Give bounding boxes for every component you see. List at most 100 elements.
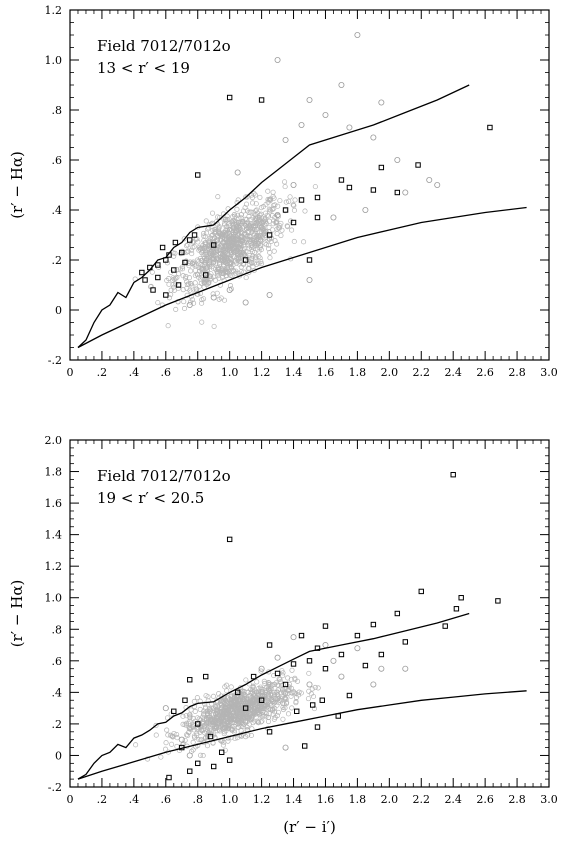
cloud-point xyxy=(186,263,192,269)
cloud-point xyxy=(288,218,294,224)
cloud-point xyxy=(183,273,189,279)
cloud-point xyxy=(205,732,211,738)
cloud-point xyxy=(248,732,254,738)
x-tick-label: 3.0 xyxy=(540,366,558,379)
cloud-point xyxy=(271,205,277,211)
cloud-point xyxy=(253,215,259,221)
cloud-point xyxy=(215,719,221,726)
cloud-point xyxy=(218,256,224,262)
x-tick-label: 1.0 xyxy=(221,793,239,806)
cloud-point xyxy=(216,223,222,230)
cloud-point xyxy=(243,275,249,281)
cloud-point xyxy=(238,212,244,218)
grey-point xyxy=(338,82,345,89)
cloud-point xyxy=(236,219,242,225)
grey-point xyxy=(242,299,249,306)
cloud-point xyxy=(222,725,228,731)
cloud-point xyxy=(232,213,238,219)
square-point xyxy=(211,242,217,248)
cloud-point xyxy=(266,242,272,248)
cloud-point xyxy=(162,746,169,752)
cloud-point xyxy=(204,734,211,740)
cloud-point xyxy=(206,239,212,245)
cloud-point xyxy=(258,211,264,217)
grey-point xyxy=(178,736,185,743)
square-point xyxy=(314,645,321,651)
cloud-point xyxy=(215,265,222,271)
cloud-point xyxy=(232,735,238,742)
square-point xyxy=(394,189,401,196)
cloud-point xyxy=(251,267,257,273)
x-tick-label: 3.0 xyxy=(540,793,558,806)
cloud-point xyxy=(279,668,285,674)
square-point xyxy=(266,642,273,648)
cloud-point xyxy=(214,290,220,296)
cloud-point xyxy=(259,692,265,698)
cloud-point xyxy=(292,677,298,683)
cloud-point xyxy=(282,179,288,185)
cloud-point xyxy=(171,287,177,293)
square-point xyxy=(314,724,321,730)
cloud-point xyxy=(206,706,213,712)
cloud-point xyxy=(277,676,283,682)
square-point xyxy=(187,237,193,243)
cloud-point xyxy=(256,260,262,266)
cloud-point xyxy=(223,229,229,235)
cloud-point xyxy=(223,216,229,222)
square-point xyxy=(155,262,161,268)
cloud-point xyxy=(182,305,188,311)
cloud-point xyxy=(260,704,267,711)
cloud-point xyxy=(257,243,263,249)
cloud-point xyxy=(253,207,260,213)
grey-point xyxy=(282,744,289,751)
cloud-point xyxy=(252,192,258,198)
cloud-point xyxy=(187,718,193,724)
grey-point xyxy=(370,134,377,141)
cloud-point xyxy=(204,254,210,260)
cloud-point xyxy=(198,737,205,743)
cloud-point xyxy=(169,741,175,747)
cloud-point xyxy=(204,721,210,727)
x-tick-label: 2.0 xyxy=(381,793,399,806)
cloud-point xyxy=(153,722,159,728)
cloud-point xyxy=(207,250,214,256)
cloud-point xyxy=(257,713,263,719)
cloud-point xyxy=(220,269,227,275)
cloud-point xyxy=(198,725,204,731)
cloud-point xyxy=(274,692,280,698)
cloud-point xyxy=(238,719,244,725)
cloud-point xyxy=(187,259,193,265)
cloud-point xyxy=(186,712,192,718)
cloud-point xyxy=(219,714,225,720)
square-point xyxy=(175,282,182,288)
square-point xyxy=(378,164,385,171)
x-tick-label: 2.4 xyxy=(444,366,462,379)
cloud-point xyxy=(171,276,177,282)
cloud-point xyxy=(289,227,295,233)
square-point xyxy=(226,94,233,101)
cloud-point xyxy=(202,730,208,736)
cloud-point xyxy=(281,690,287,696)
cloud-point xyxy=(149,269,155,275)
square-point xyxy=(163,292,169,298)
x-tick-label: .2 xyxy=(97,366,108,379)
cloud-point xyxy=(179,266,186,272)
cloud-point xyxy=(252,710,258,716)
cloud-point xyxy=(286,198,292,204)
cloud-point xyxy=(219,242,225,249)
x-tick-label: 0 xyxy=(67,366,74,379)
cloud-point xyxy=(243,700,249,706)
cloud-point xyxy=(195,271,201,277)
field-annotation-line: Field 7012/7012o xyxy=(97,467,231,485)
cloud-point xyxy=(262,240,268,246)
cloud-point xyxy=(221,731,227,737)
cloud-point xyxy=(232,258,238,264)
square-point xyxy=(354,632,361,639)
cloud-point xyxy=(204,743,211,749)
cloud-point xyxy=(276,676,282,682)
cloud-point xyxy=(184,285,190,291)
y-tick-label: .8 xyxy=(52,623,63,636)
y-tick-label: .6 xyxy=(52,655,63,668)
cloud-point xyxy=(309,686,315,692)
cloud-point xyxy=(181,299,187,305)
